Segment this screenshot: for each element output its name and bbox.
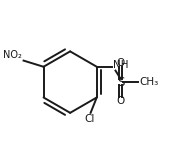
Text: NH: NH	[113, 60, 128, 70]
Text: NO₂: NO₂	[3, 50, 22, 60]
Text: O: O	[116, 58, 125, 68]
Text: Cl: Cl	[85, 114, 95, 124]
Text: O: O	[116, 96, 125, 106]
Text: CH₃: CH₃	[139, 77, 159, 87]
Text: S: S	[117, 76, 124, 89]
